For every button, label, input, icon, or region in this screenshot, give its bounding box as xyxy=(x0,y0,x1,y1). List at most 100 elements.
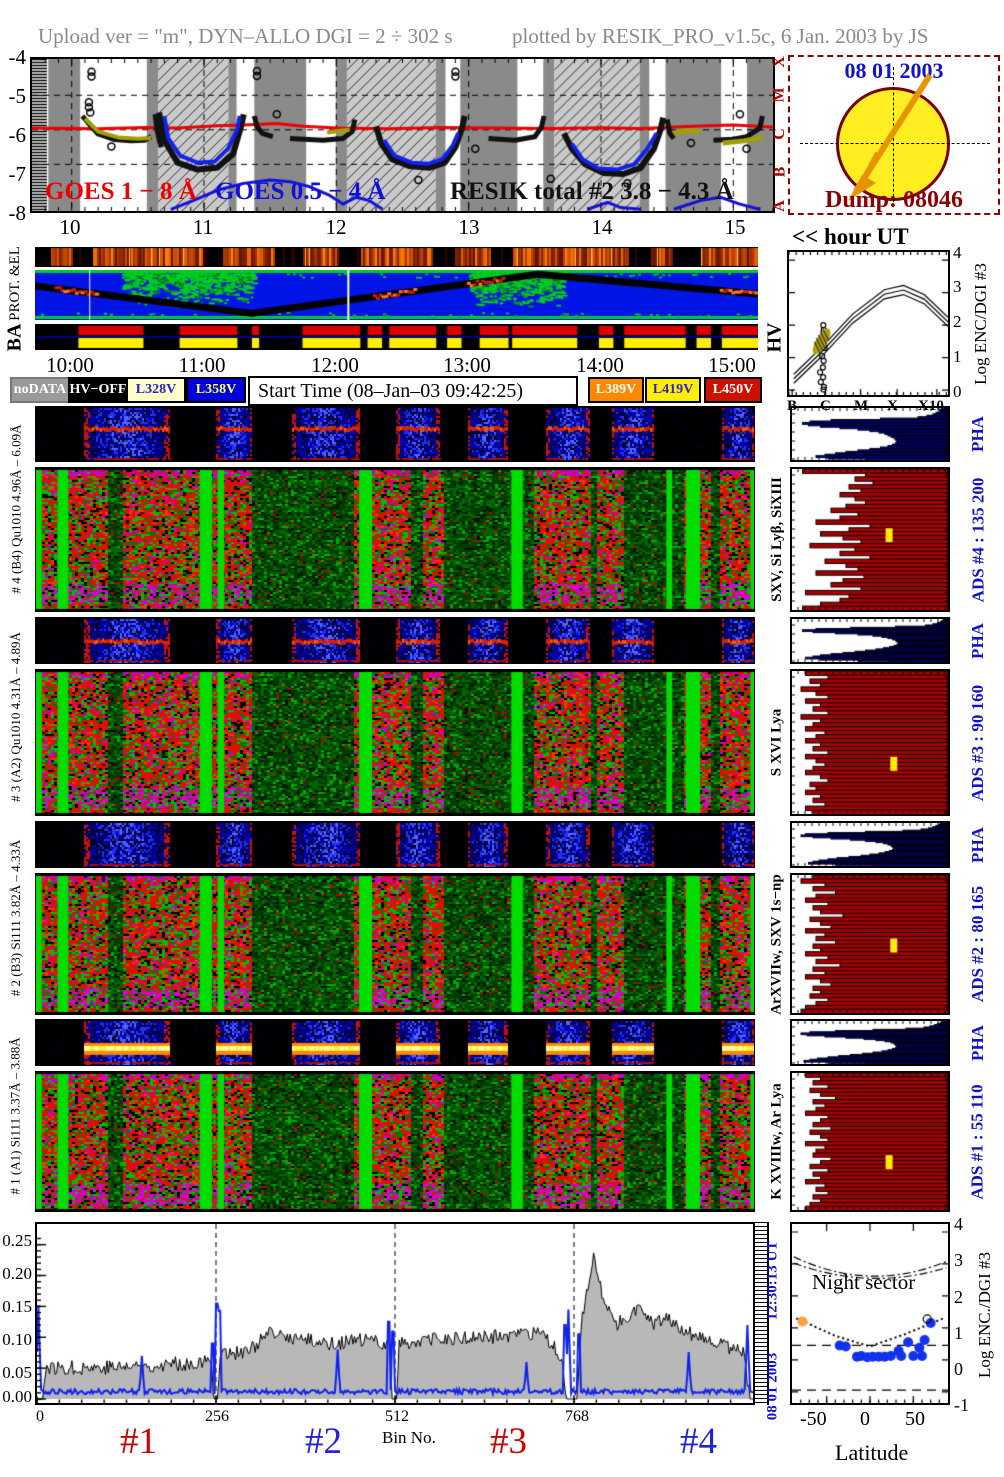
ads-histogram-canvas-ch4 xyxy=(792,469,948,610)
legend-chip-L358V: L358V xyxy=(186,377,246,403)
ads-spectrogram-ch2 xyxy=(35,873,755,1015)
pha-spectrogram-canvas-ch2 xyxy=(36,822,754,867)
pha-histogram-canvas-ch3 xyxy=(792,619,948,662)
enc-ytick-2: 2 xyxy=(953,312,962,331)
night-sector-label: Night sector xyxy=(812,1270,916,1294)
goes-class-B: B xyxy=(770,166,788,178)
hv-axis-label: HV xyxy=(763,322,786,352)
bins-ytick-0.10: 0.10 xyxy=(2,1330,32,1349)
dump-arrow-icon xyxy=(848,73,933,201)
el-strip xyxy=(35,247,758,267)
ads-histogram-ch1 xyxy=(790,1071,950,1212)
goes-xtick-10: 10 xyxy=(59,215,81,239)
enc-ytick-0: 0 xyxy=(953,382,962,401)
bins-ytick-0.00: 0.00 xyxy=(2,1387,32,1406)
time-tick-10:00: 10:00 xyxy=(46,353,94,377)
ads-spectrogram-canvas-ch3 xyxy=(36,670,754,815)
lat-ytick-2: 2 xyxy=(954,1287,963,1307)
lat-ytick-4: 4 xyxy=(954,1214,963,1234)
channel-left-label-ch1: # 1 (A1) Si111 3.37Å – 3.88Å xyxy=(8,1036,24,1195)
time-tick-11:00: 11:00 xyxy=(178,353,226,377)
enc-xtick-C: C xyxy=(820,398,831,414)
goes-class-C: C xyxy=(771,128,788,140)
lat-xtick-50: 50 xyxy=(905,1408,925,1430)
enc-xtick-X10: X10 xyxy=(918,398,944,414)
lat-ytick-1: 1 xyxy=(954,1323,963,1343)
channel-left-label-ch3: # 3 (A2) Qu1010 4.31Å – 4.89Å xyxy=(8,631,23,802)
bins-ytick-0.05: 0.05 xyxy=(2,1363,32,1382)
header-left: Upload ver = "m", DYN–ALLO DGI = 2 ÷ 302… xyxy=(38,24,453,48)
enc-ytick-3: 3 xyxy=(953,277,962,296)
lat-ytick-3: 3 xyxy=(954,1250,963,1270)
goes-class-A: A xyxy=(771,200,788,212)
ba-strip-canvas xyxy=(35,324,758,350)
header-right: plotted by RESIK_PRO_v1.5c, 6 Jan. 2003 … xyxy=(512,24,929,48)
goes-series-label-0: GOES 1 − 8 Å xyxy=(45,178,197,205)
pha-spectrogram-ch4 xyxy=(35,406,755,462)
goes-ytick--5: -5 xyxy=(8,84,27,108)
bin-plot-canvas xyxy=(37,1224,753,1403)
goes-flux-plot xyxy=(30,57,775,213)
goes-xtick-12: 12 xyxy=(325,215,347,239)
latitude-plot-canvas xyxy=(792,1224,948,1403)
legend-chip-L450V: L450V xyxy=(704,377,762,403)
line-id-label-ch2: ArXVIIw, SXV 1s−np xyxy=(768,873,785,1015)
goes-ytick--6: -6 xyxy=(8,123,27,147)
dump-label: Dump: 08046 xyxy=(824,187,963,213)
pha-label-ch1: PHA xyxy=(967,1024,987,1061)
bin-plot-right-axis xyxy=(755,1222,769,1405)
lat-ylabel: Log ENC./DGI #3 xyxy=(975,1251,995,1379)
pha-histogram-canvas-ch4 xyxy=(792,408,948,460)
ads-spectrogram-canvas-ch4 xyxy=(36,468,754,611)
bins-ytick-0.20: 0.20 xyxy=(2,1264,32,1283)
time-tick-15:00: 15:00 xyxy=(708,353,756,377)
legend-chip-L389V: L389V xyxy=(588,377,644,403)
ads-label-ch3: ADS #3 : 90 160 xyxy=(968,684,988,801)
lat-xtick--50: -50 xyxy=(800,1408,827,1430)
pha-label-ch2: PHA xyxy=(967,826,987,863)
goes-plot-canvas xyxy=(32,59,773,211)
enc-plot-canvas xyxy=(789,252,948,395)
ads-histogram-canvas-ch1 xyxy=(792,1073,948,1210)
goes-ytick--4: -4 xyxy=(8,45,27,69)
legend-chip-HV−OFF: HV−OFF xyxy=(68,377,128,403)
enc-ylabel: Log ENC/DGI #3 xyxy=(971,262,991,385)
bins-xtick-0: 0 xyxy=(36,1408,44,1425)
pha-histogram-ch1 xyxy=(790,1019,950,1066)
bins-right-text-1: 08 01 2003 xyxy=(764,1352,781,1420)
ads-histogram-ch3 xyxy=(790,669,950,816)
line-id-label-ch1: K XVIIIw, Ar Lya xyxy=(768,1083,785,1200)
legend-chip-L419V: L419V xyxy=(645,377,701,403)
time-tick-13:00: 13:00 xyxy=(443,353,491,377)
ads-label-ch2: ADS #2 : 80 165 xyxy=(968,885,988,1003)
pha-histogram-ch3 xyxy=(790,617,950,664)
channel-left-label-ch4: # 4 (B4) Qu1010 4.96Å – 6.09Å xyxy=(8,424,23,594)
enc-xtick-M: M xyxy=(854,398,869,414)
bins-right-text-0: 12:30:13 UT xyxy=(764,1240,781,1320)
sun-disk-box: 08 01 2003 Dump: 08046 xyxy=(788,55,1000,215)
pha-spectrogram-canvas-ch1 xyxy=(36,1020,754,1065)
goes-class-M: M xyxy=(770,87,788,103)
ads-histogram-ch2 xyxy=(790,873,950,1015)
goes-series-label-1: GOES 0.5 − 4 Å xyxy=(215,178,386,205)
legend-chip-L328V: L328V xyxy=(126,377,186,403)
pha-spectrogram-ch3 xyxy=(35,617,755,664)
goes-xtick-14: 14 xyxy=(591,215,613,239)
pha-histogram-canvas-ch1 xyxy=(792,1021,948,1064)
pha-histogram-ch4 xyxy=(790,406,950,462)
lat-xaxis-title: Latitude xyxy=(835,1440,909,1465)
bin-segment-label-#4: #4 xyxy=(680,1421,717,1462)
lat-ytick-0: 0 xyxy=(954,1359,963,1379)
ads-histogram-canvas-ch3 xyxy=(792,671,948,814)
bin-segment-label-#2: #2 xyxy=(305,1421,342,1462)
enc-ytick-4: 4 xyxy=(953,243,962,262)
line-id-label-ch3: S XVI Lya xyxy=(768,708,785,777)
legend-chip-noDATA: noDATA xyxy=(10,377,70,403)
pha-spectrogram-ch2 xyxy=(35,821,755,868)
lat-ytick--1: -1 xyxy=(954,1395,969,1415)
ads-spectrogram-ch4 xyxy=(35,467,755,612)
prot-strip-canvas xyxy=(35,270,758,320)
pha-label-ch3: PHA xyxy=(967,622,987,659)
pha-histogram-ch2 xyxy=(790,821,950,868)
